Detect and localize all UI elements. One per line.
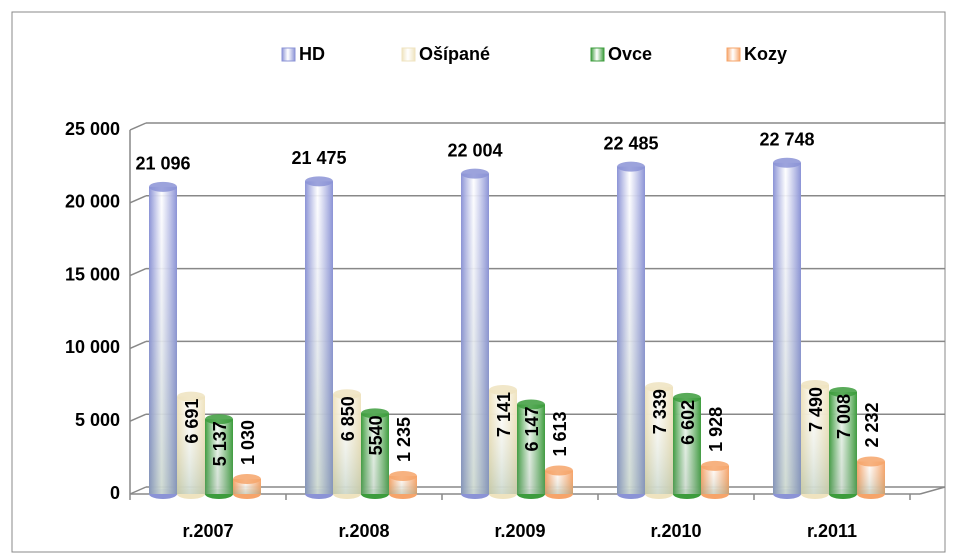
bar-cap: [673, 392, 701, 403]
data-label: 6 850: [338, 396, 358, 441]
grid-line-side: [129, 195, 147, 204]
bar-shade: [389, 476, 417, 494]
y-tick-label: 0: [110, 483, 120, 503]
bar-shade: [177, 396, 205, 494]
bar-cap: [545, 465, 573, 476]
bar-cap: [829, 386, 857, 397]
data-label: 1 928: [706, 407, 726, 452]
grid-line-side: [129, 486, 147, 495]
bar-cap: [205, 414, 233, 425]
bar-shade: [617, 166, 645, 494]
data-label: 22 748: [759, 130, 814, 150]
bar-shade: [673, 397, 701, 494]
floor-edge: [919, 486, 946, 495]
x-tick-label: r.2010: [650, 521, 701, 541]
y-tick-label: 15 000: [65, 264, 120, 284]
bar-cap: [361, 408, 389, 419]
bar-cap: [389, 471, 417, 482]
legend-label: Ošípané: [419, 44, 490, 64]
bar-cap: [645, 382, 673, 393]
bar-cap: [177, 391, 205, 402]
data-label: 7 141: [494, 392, 514, 437]
legend-label: Kozy: [744, 44, 787, 64]
data-label: 5 137: [210, 421, 230, 466]
legend-label: Ovce: [608, 44, 652, 64]
data-label: 2 232: [862, 402, 882, 447]
grid-line-side: [129, 340, 147, 350]
y-tick-label: 5 000: [75, 410, 120, 430]
grid-line-side: [129, 122, 147, 131]
data-label: 7 339: [650, 389, 670, 434]
x-tick-label: r.2009: [494, 521, 545, 541]
data-label: 6 602: [678, 400, 698, 445]
data-label: 22 485: [603, 133, 658, 153]
bar-cap: [461, 168, 489, 179]
grid-line-side: [129, 267, 147, 277]
bar-shade: [361, 413, 389, 494]
y-tick-label: 10 000: [65, 337, 120, 357]
bar-cap: [517, 399, 545, 410]
legend-swatch: [726, 47, 741, 62]
y-tick-label: 20 000: [65, 192, 120, 212]
bar-cap: [617, 161, 645, 172]
bar-shade: [205, 419, 233, 494]
bar-cap: [305, 176, 333, 187]
legend-swatch: [590, 47, 605, 62]
bar-cap: [801, 379, 829, 390]
legend-swatch: [281, 47, 296, 62]
legend-label: HD: [299, 44, 325, 64]
bar-shade: [461, 173, 489, 494]
data-label: 1 613: [550, 411, 570, 456]
bar-shade: [645, 387, 673, 494]
bar-shade: [773, 162, 801, 494]
data-label: 7 008: [834, 394, 854, 439]
data-label: 21 096: [135, 154, 190, 174]
y-tick-label: 25 000: [65, 119, 120, 139]
bar-cap: [701, 460, 729, 471]
bar-shade: [489, 390, 517, 494]
x-tick-label: r.2007: [182, 521, 233, 541]
bar-cap: [333, 389, 361, 400]
data-label: 21 475: [291, 148, 346, 168]
data-label: 5540: [366, 415, 386, 455]
bar-shade: [829, 391, 857, 494]
data-label: 7 490: [806, 387, 826, 432]
bar-shade: [857, 461, 885, 494]
bar-shade: [305, 181, 333, 494]
bar-shade: [149, 186, 177, 495]
x-tick-label: r.2011: [807, 521, 857, 541]
bar-shade: [801, 384, 829, 494]
bar-shade: [333, 394, 361, 494]
bar-cap: [857, 456, 885, 467]
bar-cap: [489, 385, 517, 396]
data-label: 6 147: [522, 406, 542, 451]
bar-shade: [545, 470, 573, 494]
data-label: 6 691: [182, 399, 202, 444]
bar-shade: [517, 404, 545, 494]
data-label: 22 004: [447, 140, 502, 160]
data-label: 1 235: [394, 417, 414, 462]
grid-line-side: [129, 413, 147, 422]
legend-swatch: [401, 47, 416, 62]
bar-cap: [233, 474, 261, 485]
bar-cap: [773, 157, 801, 168]
data-label: 1 030: [238, 420, 258, 465]
x-tick-label: r.2008: [338, 521, 389, 541]
bar-cap: [149, 181, 177, 192]
